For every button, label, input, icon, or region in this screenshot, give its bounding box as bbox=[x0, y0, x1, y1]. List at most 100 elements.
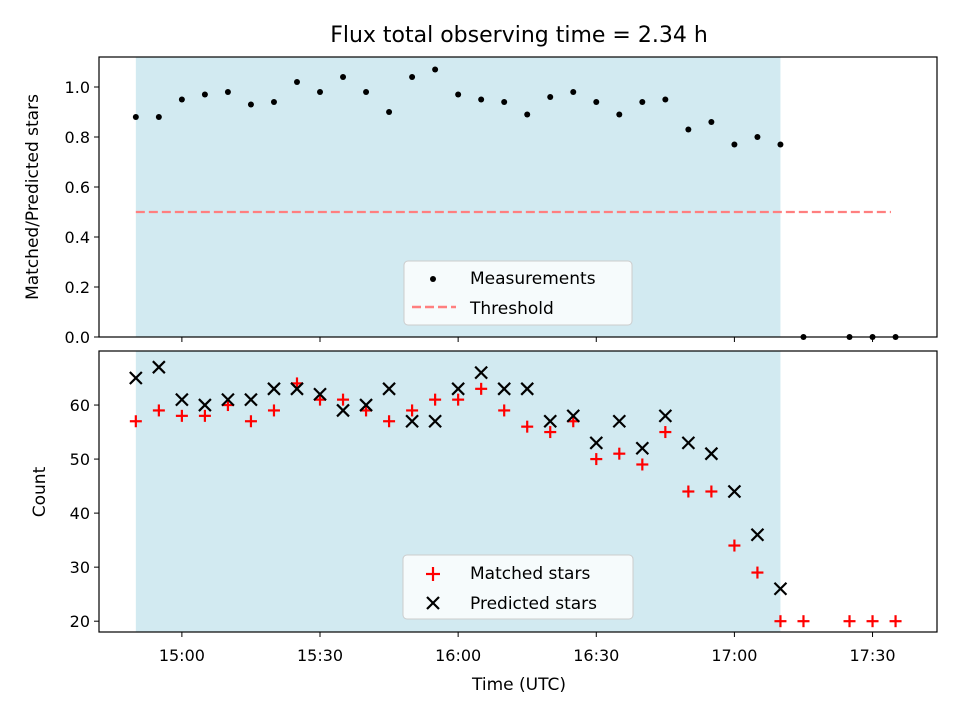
predicted-star-point bbox=[704, 446, 719, 461]
predicted-star-point bbox=[612, 414, 627, 429]
x-tick-label: 15:30 bbox=[297, 646, 343, 665]
measurement-point bbox=[616, 111, 623, 118]
x-tick-label: 16:00 bbox=[435, 646, 481, 665]
legend-matched-marker bbox=[426, 567, 440, 581]
predicted-star-point bbox=[129, 371, 143, 385]
measurement-point bbox=[386, 109, 393, 115]
predicted-star-point bbox=[405, 414, 419, 429]
predicted-star-point bbox=[382, 382, 396, 396]
predicted-star-point bbox=[175, 392, 189, 407]
predicted-star-point bbox=[267, 382, 281, 396]
predicted-star-point bbox=[359, 398, 373, 412]
x-tick-label: 16:30 bbox=[573, 646, 619, 665]
matched-star-point bbox=[544, 426, 557, 439]
measurement-point bbox=[501, 99, 508, 105]
measurement-point bbox=[639, 99, 646, 105]
measurement-point bbox=[409, 74, 416, 80]
y-tick-label: 30 bbox=[70, 558, 90, 577]
y-tick-label: 1.0 bbox=[65, 78, 90, 97]
predicted-star-point bbox=[543, 414, 558, 429]
matched-star-point bbox=[498, 404, 511, 417]
matched-star-point bbox=[383, 415, 396, 428]
predicted-star-point bbox=[727, 484, 742, 499]
measurement-point bbox=[524, 111, 531, 118]
matched-star-point bbox=[728, 539, 741, 552]
matched-star-point bbox=[429, 393, 442, 406]
predicted-star-point bbox=[658, 409, 673, 423]
predicted-star-point bbox=[566, 409, 581, 423]
matched-star-point bbox=[590, 453, 603, 466]
count-legend: Matched stars Predicted stars bbox=[402, 554, 634, 620]
measurement-point bbox=[155, 114, 162, 120]
measurement-point bbox=[455, 91, 462, 98]
measurement-point bbox=[547, 94, 554, 100]
axes-frame bbox=[98, 56, 938, 338]
x-tick-label: 17:00 bbox=[711, 646, 757, 665]
predicted-star-point bbox=[520, 382, 534, 396]
measurement-point bbox=[178, 96, 185, 103]
measurement-point bbox=[662, 96, 669, 103]
matched-star-point bbox=[198, 409, 211, 422]
matched-star-point bbox=[152, 404, 165, 417]
predicted-star-point bbox=[244, 392, 258, 407]
axes-frame bbox=[98, 350, 938, 633]
matched-star-point bbox=[452, 393, 465, 406]
measurement-point bbox=[777, 141, 784, 148]
count-y-axis-label: Count bbox=[30, 466, 50, 517]
matched-star-point bbox=[267, 404, 280, 417]
measurement-point bbox=[363, 89, 370, 95]
matched-star-point bbox=[613, 447, 626, 460]
measurement-point bbox=[340, 74, 347, 80]
matched-star-point bbox=[129, 415, 142, 428]
legend-threshold-label: Threshold bbox=[469, 299, 554, 319]
y-tick-label: 0.2 bbox=[65, 278, 90, 297]
matched-star-point bbox=[521, 420, 534, 433]
measurement-point bbox=[570, 89, 577, 95]
legend-measurements-label: Measurements bbox=[470, 269, 596, 289]
predicted-star-point bbox=[773, 581, 788, 596]
ratio-y-axis-label: Matched/Predicted stars bbox=[23, 94, 43, 300]
matched-star-point bbox=[475, 382, 488, 395]
matched-star-point bbox=[866, 615, 879, 628]
chart-title: Flux total observing time = 2.34 h bbox=[330, 23, 708, 48]
measurement-point bbox=[293, 79, 300, 85]
measurement-point bbox=[478, 96, 485, 103]
legend-predicted-label: Predicted stars bbox=[470, 594, 597, 614]
predicted-star-point bbox=[428, 414, 442, 429]
predicted-star-point bbox=[198, 398, 212, 412]
predicted-star-point bbox=[635, 441, 650, 456]
predicted-star-point bbox=[589, 436, 604, 450]
y-tick-label: 60 bbox=[70, 396, 90, 415]
x-tick-label: 15:00 bbox=[159, 646, 205, 665]
legend-predicted-marker bbox=[426, 596, 440, 610]
legend-matched-label: Matched stars bbox=[470, 564, 590, 584]
predicted-star-point bbox=[451, 382, 465, 396]
measurement-point bbox=[270, 99, 277, 105]
predicted-star-point bbox=[152, 360, 166, 374]
predicted-star-point bbox=[290, 382, 304, 396]
matched-star-point bbox=[774, 615, 787, 628]
y-tick-label: 0.4 bbox=[65, 228, 90, 247]
matched-star-point bbox=[889, 615, 902, 628]
matched-star-point bbox=[636, 458, 649, 471]
predicted-star-point bbox=[497, 382, 511, 396]
measurement-point bbox=[731, 141, 738, 148]
legend-measurements-marker bbox=[430, 276, 436, 282]
matched-star-point bbox=[797, 615, 810, 628]
measurement-point bbox=[247, 101, 254, 108]
measurement-point bbox=[432, 66, 439, 73]
measurement-point bbox=[708, 119, 715, 125]
y-tick-label: 0.6 bbox=[65, 178, 90, 197]
x-tick-label: 17:30 bbox=[849, 646, 895, 665]
measurement-point bbox=[317, 89, 324, 95]
measurement-point bbox=[201, 91, 208, 98]
measurement-point bbox=[224, 89, 231, 95]
ratio-legend: Measurements Threshold bbox=[403, 260, 633, 326]
measurement-point bbox=[593, 99, 600, 105]
predicted-star-point bbox=[336, 403, 350, 418]
matched-star-point bbox=[751, 566, 764, 579]
matched-star-point bbox=[175, 409, 188, 422]
matched-star-point bbox=[244, 415, 257, 428]
matched-star-point bbox=[705, 485, 718, 498]
predicted-star-point bbox=[474, 365, 488, 380]
